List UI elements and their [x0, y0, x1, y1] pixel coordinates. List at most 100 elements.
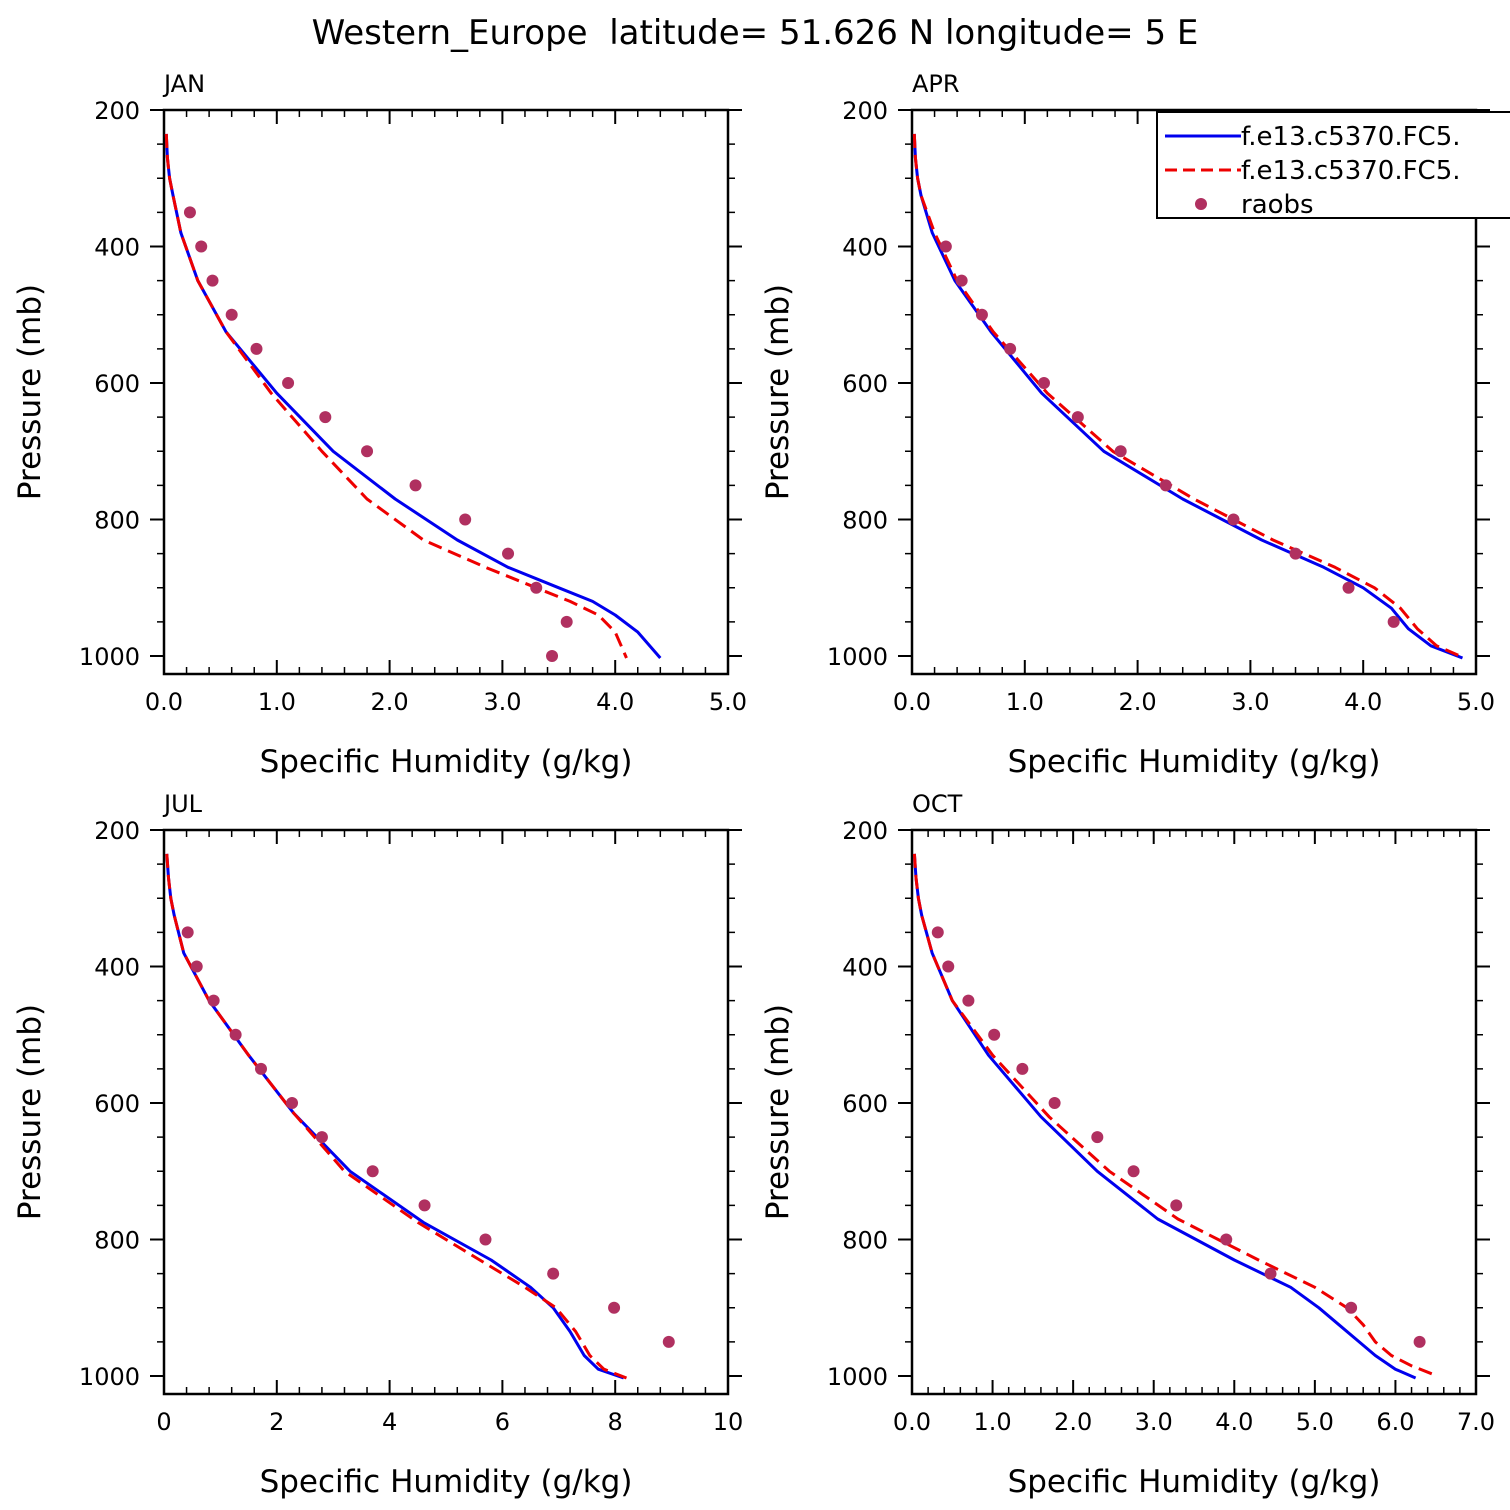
- y-axis-label: Pressure (mb): [760, 284, 796, 500]
- panel-title: JUL: [162, 790, 203, 818]
- raobs-point: [250, 342, 263, 355]
- x-tick-label: 0.0: [145, 688, 183, 716]
- raobs-point: [1289, 547, 1302, 560]
- x-tick-label: 3.0: [483, 688, 521, 716]
- raobs-point: [962, 994, 975, 1007]
- legend-label: raobs: [1241, 190, 1314, 220]
- raobs-point: [547, 1267, 560, 1280]
- y-tick-label: 400: [842, 954, 888, 982]
- legend-box: [1156, 111, 1510, 219]
- x-tick-label: 7.0: [1457, 1408, 1495, 1436]
- raobs-point: [479, 1233, 492, 1246]
- x-axis-label: Specific Humidity (g/kg): [260, 1464, 633, 1500]
- x-tick-label: 2.0: [1119, 688, 1157, 716]
- raobs-point: [530, 581, 543, 594]
- x-tick-label: 10: [713, 1408, 744, 1436]
- raobs-point: [225, 308, 238, 321]
- raobs-point: [361, 445, 374, 458]
- panel-title: OCT: [912, 790, 963, 818]
- x-axis-label: Specific Humidity (g/kg): [1008, 1464, 1381, 1500]
- raobs-point: [286, 1097, 299, 1109]
- y-tick-label: 200: [94, 817, 140, 845]
- raobs-point: [546, 650, 559, 662]
- y-axis-label: Pressure (mb): [760, 1004, 796, 1220]
- y-tick-label: 200: [842, 817, 888, 845]
- plot-frame: [162, 828, 730, 1396]
- legend-marker: [1195, 198, 1207, 210]
- legend-label: f.e13.c5370.FC5.: [1241, 156, 1461, 186]
- y-tick-label: 800: [94, 507, 140, 535]
- series-line-2: [165, 853, 628, 1380]
- x-tick-label: 3.0: [1231, 688, 1269, 716]
- raobs-point: [1387, 615, 1400, 628]
- y-tick-label: 600: [94, 1090, 140, 1118]
- series-line-1: [165, 853, 625, 1380]
- y-tick-label: 800: [94, 1227, 140, 1255]
- panels: JAN 0.0 1.0 2.0 3.0 4.0 5.0 200 400 600 800 1000 Spe…: [12, 70, 1495, 1500]
- raobs-point: [1016, 1062, 1029, 1075]
- panel-title: JAN: [162, 70, 205, 98]
- x-tick-label: 0.0: [893, 1408, 931, 1436]
- series-line-2: [164, 133, 628, 659]
- x-tick-label: 3.0: [1135, 1408, 1173, 1436]
- raobs-point: [560, 615, 573, 628]
- y-tick-label: 1000: [79, 643, 140, 671]
- raobs-point: [1048, 1097, 1061, 1109]
- panel-oct: OCT 0.0 1.0 2.0 3.0 4.0 5.0 6.0 7.0 200 400 600 800 1…: [760, 790, 1495, 1500]
- y-tick-label: 1000: [79, 1363, 140, 1391]
- y-tick-label: 400: [94, 234, 140, 262]
- x-tick-label: 1.0: [258, 688, 296, 716]
- x-tick-label: 0: [156, 1408, 171, 1436]
- x-axis-label: Specific Humidity (g/kg): [260, 744, 633, 780]
- raobs-point: [206, 274, 219, 287]
- raobs-point: [1227, 513, 1240, 526]
- raobs-point: [183, 206, 196, 219]
- raobs-point: [502, 547, 515, 560]
- legend: f.e13.c5370.FC5. f.e13.c5370.FC5. raobs: [1156, 111, 1510, 220]
- x-tick-label: 5.0: [709, 688, 747, 716]
- raobs-point: [662, 1335, 675, 1348]
- series-line-2: [912, 853, 1438, 1378]
- raobs-point: [181, 926, 194, 939]
- x-tick-label: 2.0: [1054, 1408, 1092, 1436]
- raobs-point: [195, 240, 208, 253]
- raobs-point: [282, 377, 295, 389]
- series-line-1: [912, 133, 1464, 660]
- x-tick-label: 4.0: [1344, 688, 1382, 716]
- raobs-point: [939, 240, 952, 253]
- panel-jan: JAN 0.0 1.0 2.0 3.0 4.0 5.0 200 400 600 800 1000 Spe…: [12, 70, 747, 780]
- legend-label: f.e13.c5370.FC5.: [1241, 122, 1461, 152]
- y-tick-label: 600: [94, 370, 140, 398]
- raobs-point: [315, 1131, 328, 1144]
- raobs-point: [955, 274, 968, 287]
- raobs-point: [1114, 445, 1127, 458]
- y-tick-label: 800: [842, 1227, 888, 1255]
- raobs-point: [459, 513, 472, 526]
- raobs-point: [1091, 1131, 1104, 1144]
- x-tick-label: 4: [382, 1408, 397, 1436]
- figure-title: Western_Europe latitude= 51.626 N longit…: [312, 13, 1199, 53]
- x-tick-label: 2.0: [371, 688, 409, 716]
- y-tick-label: 200: [94, 97, 140, 125]
- x-tick-label: 8: [608, 1408, 623, 1436]
- raobs-point: [1413, 1335, 1426, 1348]
- series-line-1: [912, 853, 1417, 1380]
- y-tick-label: 1000: [827, 643, 888, 671]
- raobs-point: [1159, 479, 1172, 492]
- raobs-point: [207, 994, 220, 1007]
- raobs-point: [1264, 1267, 1277, 1280]
- raobs-point: [988, 1028, 1001, 1041]
- y-axis-label: Pressure (mb): [12, 284, 48, 500]
- raobs-point: [229, 1028, 242, 1041]
- raobs-point: [1170, 1199, 1183, 1212]
- x-tick-label: 1.0: [973, 1408, 1011, 1436]
- y-tick-label: 600: [842, 370, 888, 398]
- x-tick-label: 1.0: [1006, 688, 1044, 716]
- raobs-point: [190, 960, 203, 973]
- y-axis-label: Pressure (mb): [12, 1004, 48, 1220]
- raobs-point: [1220, 1233, 1233, 1246]
- raobs-point: [1345, 1301, 1358, 1314]
- raobs-point: [418, 1199, 431, 1212]
- raobs-point: [1127, 1165, 1140, 1178]
